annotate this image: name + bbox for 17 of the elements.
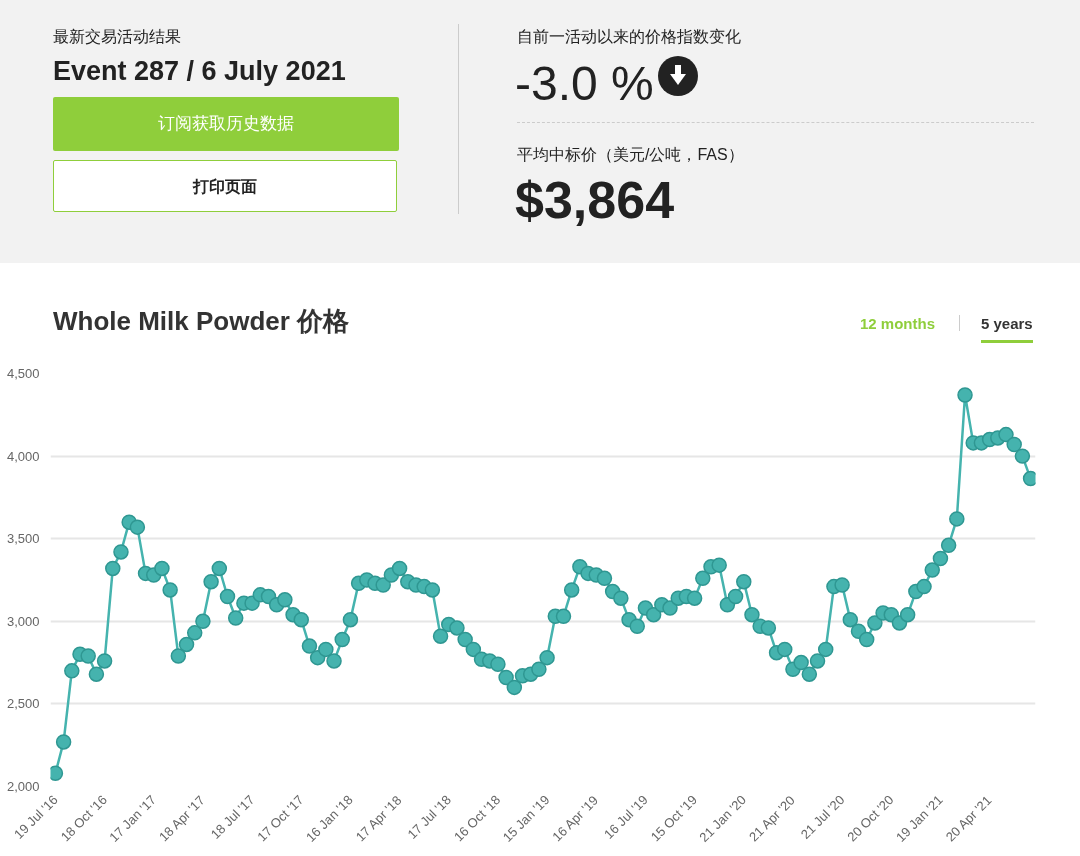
text: -3.0 % [515, 56, 654, 112]
chart-title: Whole Milk Powder 价格 [53, 305, 350, 338]
y-tick-label: 3,000 [6, 613, 40, 629]
y-tick-label: 4,500 [6, 366, 40, 381]
text: 5 years [981, 313, 1033, 344]
text: Event 287 / 6 July 2021 [53, 55, 346, 88]
y-tick-label: 2,000 [6, 779, 40, 794]
y-tick-label: 3,500 [6, 531, 40, 547]
y-tick-label: 4,000 [6, 448, 40, 464]
text: 平均中标价（美元/公吨，FAS） [517, 145, 744, 165]
text: 订阅获取历史数据 [53, 97, 399, 151]
text: 自前一活动以来的价格指数变化 [517, 27, 741, 47]
text: $3,864 [515, 170, 675, 231]
text: 12 months [860, 314, 936, 334]
text: 打印页面 [53, 160, 397, 212]
y-tick-label: 2,500 [6, 696, 40, 712]
text: 最新交易活动结果 [53, 27, 181, 47]
